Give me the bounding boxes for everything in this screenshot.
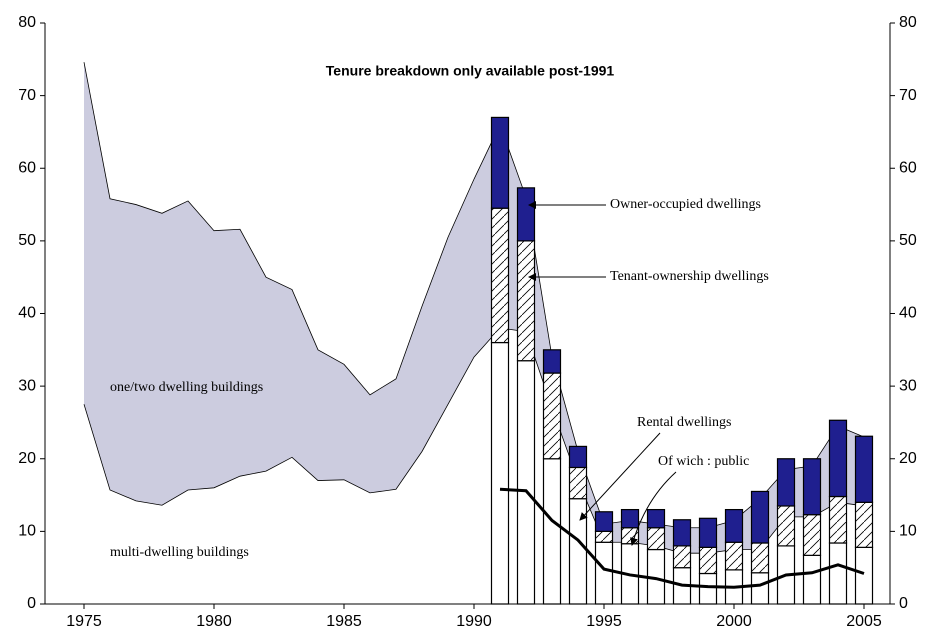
bar [698,546,718,575]
bar [620,508,640,529]
bar [802,554,822,605]
bar [542,372,562,460]
y-tick-label: 30 [18,377,36,394]
x-tick-label: 2000 [716,613,752,630]
bar [750,542,770,574]
area [84,328,864,604]
series-label: Of wich : public [658,454,749,469]
bar [828,542,848,605]
bar [490,341,510,605]
bar [802,514,822,556]
bar [776,505,796,547]
area [84,62,864,554]
bar [802,458,822,516]
y-tick-label: 50 [18,232,36,249]
y-tick-label: 80 [18,14,36,31]
bar [646,508,666,529]
bar [854,546,874,605]
y2-tick-label: 40 [899,305,917,322]
bar [750,572,770,605]
series-label: one/two dwelling buildings [110,380,263,395]
bar [542,349,562,374]
arrow [630,471,677,546]
y2-tick-label: 20 [899,450,917,467]
y2-tick-label: 0 [899,595,908,612]
bar [672,545,692,569]
bar [490,116,510,209]
bar [828,495,848,544]
bar [516,360,536,605]
bar [672,519,692,547]
bar [620,527,640,545]
line [499,487,865,589]
bar [516,240,536,362]
y-tick-label: 20 [18,450,36,467]
series-label: Tenant-ownership dwellings [610,269,769,284]
x-tick-label: 1975 [66,613,102,630]
bar [568,445,588,469]
y-tick-label: 10 [18,523,36,540]
bar [594,530,614,543]
bar [854,501,874,548]
series-label: Rental dwellings [637,415,732,430]
chart-title: Tenure breakdown only available post-199… [326,63,615,79]
series-label: Owner-occupied dwellings [610,197,761,212]
bar [646,527,666,551]
y2-tick-label: 30 [899,377,917,394]
y2-tick-label: 50 [899,232,917,249]
bar [698,572,718,605]
y-tick-label: 70 [18,87,36,104]
bar [854,435,874,503]
bar [516,187,536,242]
y-tick-label: 60 [18,159,36,176]
bar [776,458,796,507]
x-tick-label: 1980 [196,613,232,630]
x-tick-label: 1990 [456,613,492,630]
bar [568,466,588,500]
y-tick-label: 40 [18,305,36,322]
bar [568,498,588,605]
y2-tick-label: 70 [899,87,917,104]
arrow [579,432,661,521]
bar [594,511,614,532]
bar [698,517,718,548]
y2-tick-label: 80 [899,14,917,31]
bar [750,490,770,544]
x-tick-label: 1995 [586,613,622,630]
bar [828,419,848,498]
y2-tick-label: 60 [899,159,917,176]
x-tick-label: 2005 [846,613,882,630]
bar [724,508,744,543]
x-tick-label: 1985 [326,613,362,630]
bar [490,207,510,344]
y2-tick-label: 10 [899,523,917,540]
series-label: multi-dwelling buildings [110,545,249,560]
bar [724,541,744,571]
annotation-arrows [528,201,677,546]
bar [594,541,614,605]
y-tick-label: 0 [27,595,36,612]
bar [542,458,562,605]
